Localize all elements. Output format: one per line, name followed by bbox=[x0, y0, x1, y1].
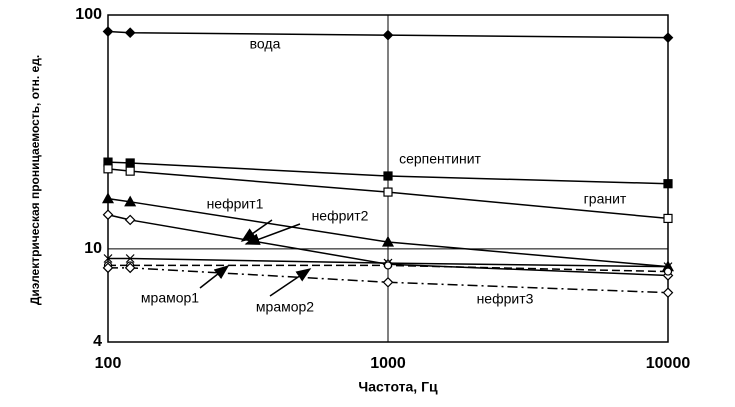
series-label: вода bbox=[250, 36, 281, 52]
marker bbox=[102, 26, 114, 37]
y-tick-label: 10 bbox=[84, 240, 102, 257]
series-line bbox=[107, 30, 669, 39]
marker bbox=[124, 195, 137, 207]
series-label: гранит bbox=[584, 191, 627, 207]
y-tick-label: 100 bbox=[75, 6, 102, 23]
x-tick-label: 10000 bbox=[646, 355, 691, 372]
marker bbox=[382, 276, 394, 288]
series-line bbox=[108, 257, 669, 268]
marker bbox=[662, 32, 674, 44]
marker bbox=[124, 262, 136, 274]
marker bbox=[383, 187, 393, 197]
series-line bbox=[107, 214, 669, 277]
marker bbox=[101, 192, 115, 204]
marker bbox=[663, 179, 673, 189]
marker bbox=[125, 158, 135, 168]
y-tick-label: 4 bbox=[93, 333, 102, 350]
series-line bbox=[107, 161, 669, 185]
series-line bbox=[107, 197, 669, 268]
y-axis-label: Диэлектрическая проницаемость, отн. ед. bbox=[28, 55, 42, 305]
series-label: мрамор2 bbox=[256, 299, 314, 315]
marker bbox=[125, 254, 135, 263]
series-label: серпентинит bbox=[399, 151, 481, 167]
marker bbox=[381, 235, 395, 247]
marker bbox=[663, 267, 673, 276]
marker bbox=[383, 261, 393, 270]
series-line bbox=[108, 267, 669, 294]
series-line bbox=[107, 168, 669, 220]
arrow bbox=[269, 268, 312, 297]
annotation-arrows bbox=[199, 219, 312, 297]
x-tick-label: 100 bbox=[95, 355, 122, 372]
marker bbox=[124, 214, 136, 226]
marker bbox=[662, 287, 674, 299]
arrow bbox=[199, 265, 230, 289]
marker bbox=[383, 171, 393, 181]
x-axis-label: Частота, Гц bbox=[358, 379, 438, 395]
marker bbox=[124, 27, 136, 39]
series-line bbox=[108, 264, 669, 273]
marker bbox=[103, 164, 113, 174]
marker bbox=[103, 254, 113, 263]
marker bbox=[102, 262, 114, 274]
marker bbox=[102, 209, 114, 221]
marker bbox=[125, 166, 135, 176]
series-label: нефрит2 bbox=[312, 208, 369, 224]
marker bbox=[382, 29, 394, 41]
series-label: мрамор1 bbox=[141, 290, 199, 306]
x-tick-label: 1000 bbox=[370, 355, 406, 372]
series-label: нефрит3 bbox=[477, 291, 534, 307]
marker bbox=[663, 213, 673, 224]
series-label: нефрит1 bbox=[207, 196, 264, 212]
